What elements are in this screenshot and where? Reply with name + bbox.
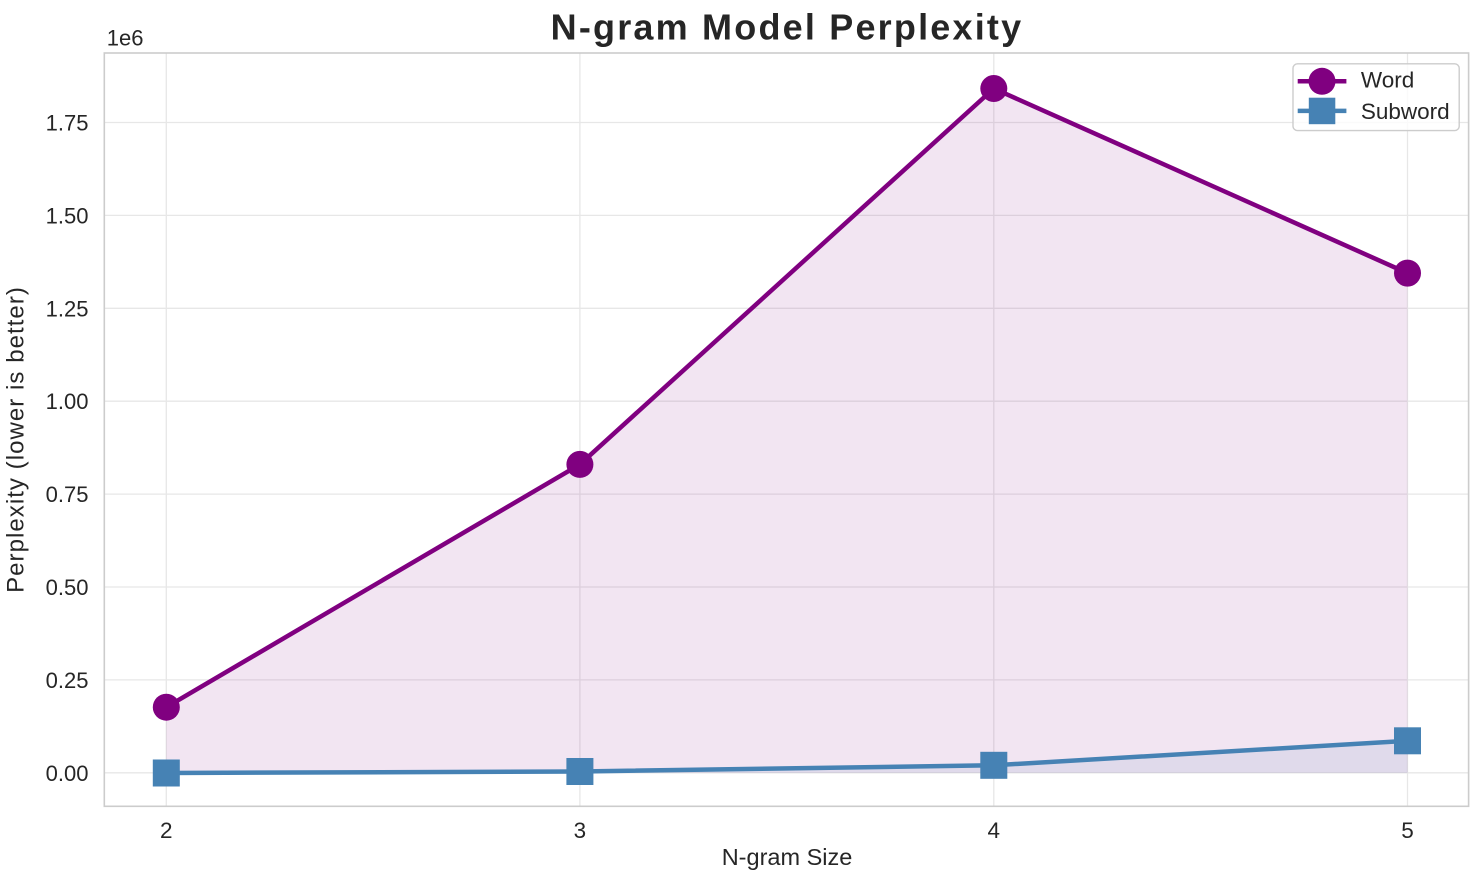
svg-text:1.75: 1.75 <box>46 111 89 136</box>
svg-text:Subword: Subword <box>1361 99 1450 124</box>
svg-text:0.50: 0.50 <box>46 575 89 600</box>
svg-text:0.00: 0.00 <box>46 761 89 786</box>
svg-text:1.50: 1.50 <box>46 203 89 228</box>
svg-text:0.75: 0.75 <box>46 482 89 507</box>
svg-text:1.25: 1.25 <box>46 296 89 321</box>
svg-text:0.25: 0.25 <box>46 668 89 693</box>
svg-text:3: 3 <box>574 818 587 843</box>
svg-text:Perplexity (lower is better): Perplexity (lower is better) <box>3 286 30 593</box>
svg-text:N-gram Model Perplexity: N-gram Model Perplexity <box>551 7 1024 48</box>
svg-text:Word: Word <box>1361 68 1414 93</box>
svg-text:2: 2 <box>160 818 173 843</box>
svg-text:1e6: 1e6 <box>107 26 144 51</box>
svg-text:5: 5 <box>1401 818 1414 843</box>
svg-text:N-gram Size: N-gram Size <box>722 844 853 870</box>
svg-text:1.00: 1.00 <box>46 389 89 414</box>
svg-text:4: 4 <box>988 818 1001 843</box>
